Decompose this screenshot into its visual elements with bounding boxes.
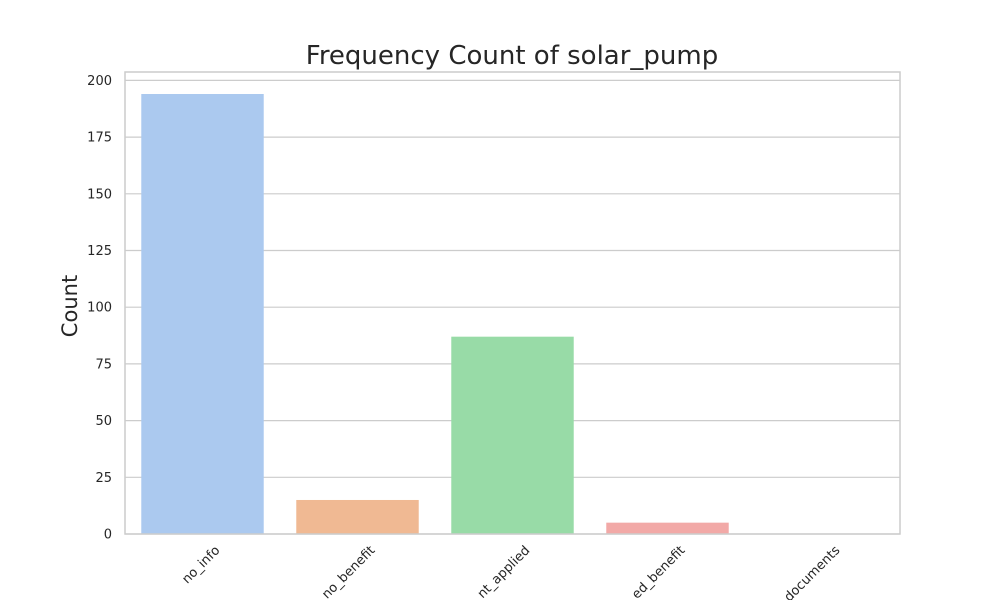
x-tick-label: ed_benefit [629,543,688,600]
y-tick-label: 50 [95,414,112,429]
y-tick-label: 175 [87,131,112,146]
x-tick-label: no_info [179,543,223,587]
y-tick-label: 125 [87,244,112,259]
y-tick-label: 200 [87,74,112,89]
y-tick-label: 75 [95,357,112,372]
y-axis-label: Count [58,275,82,337]
x-tick-label: no_benefit [319,543,378,600]
chart-title: Frequency Count of solar_pump [306,41,719,71]
y-tick-labels: 0 25 50 75 100 125 150 175 200 [87,74,112,543]
y-tick-label: 150 [87,187,112,202]
bar-no_benefit [296,499,419,534]
x-tick-labels: no_info no_benefit nt_applied ed_benefit doc… [179,543,843,600]
plot-frame [124,71,901,535]
bars [141,94,729,534]
bar-not_applied [451,336,574,534]
bar-no_info [141,94,264,534]
y-tick-label: 25 [95,471,112,486]
y-tick-label: 100 [87,301,112,316]
y-tick-label: 0 [104,528,112,543]
bar-applied_benefit [606,522,729,534]
x-tick-label: documents [782,543,844,600]
x-tick-label: nt_applied [475,543,534,600]
